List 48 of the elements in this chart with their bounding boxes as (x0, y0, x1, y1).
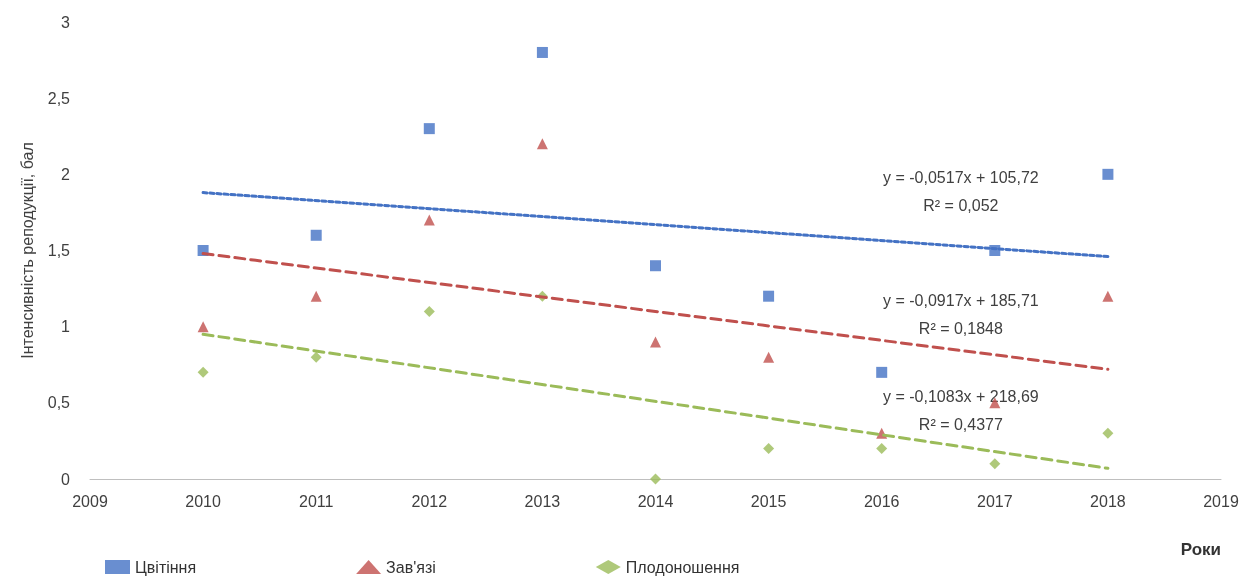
x-tick-label: 2010 (185, 492, 221, 510)
point (650, 260, 661, 272)
point (763, 351, 775, 363)
point (536, 138, 548, 150)
point (876, 443, 888, 455)
annotation: y = -0,0917x + 185,71 R² = 0,1848 (883, 291, 1039, 337)
x-tick-label: 2015 (750, 492, 787, 510)
point (310, 351, 322, 363)
x-tick-label: 2014 (637, 492, 674, 510)
point (1102, 290, 1114, 302)
x-tick-label: 2018 (1090, 492, 1126, 510)
y-tick-label: 2 (61, 165, 71, 183)
point (197, 366, 209, 378)
y-tick-label: 2,5 (47, 89, 71, 107)
y-tick-label: 1 (61, 318, 71, 336)
legend-label: Зав'язі (386, 558, 436, 576)
point (197, 321, 209, 333)
point (423, 305, 435, 317)
point (536, 46, 548, 58)
point (989, 458, 1001, 470)
legend-label: Плодоношення (625, 558, 740, 576)
y-tick-label: 0,5 (47, 394, 71, 412)
annotation: y = -0,0517x + 105,72 R² = 0,052 (883, 168, 1039, 214)
y-tick-label: 3 (61, 13, 71, 31)
point (310, 229, 322, 241)
annotation: y = -0,1083x + 218,69 R² = 0,4377 (883, 387, 1039, 433)
point (423, 214, 435, 226)
x-tick-label: 2009 (72, 492, 108, 510)
x-tick-label: 2012 (411, 492, 448, 510)
x-tick-label: 2019 (1203, 492, 1239, 510)
x-axis-title: Роки (1180, 540, 1221, 559)
point (650, 473, 661, 485)
x-tick-label: 2016 (863, 492, 900, 510)
legend-label: Цвітіння (135, 558, 197, 576)
point (310, 290, 322, 302)
point (876, 366, 888, 378)
x-tick-label: 2013 (524, 492, 561, 510)
y-tick-label: 1,5 (47, 242, 71, 259)
point (763, 290, 775, 302)
x-tick-label: 2011 (299, 492, 334, 510)
y-axis-title: Інтенсивність реподукції, бал (18, 142, 36, 359)
x-tick-label: 2017 (977, 492, 1013, 510)
point (1102, 168, 1114, 180)
point (650, 336, 661, 348)
y-tick-label: 0 (61, 470, 71, 488)
point (423, 123, 435, 135)
point (1102, 427, 1114, 439)
point (763, 443, 775, 455)
